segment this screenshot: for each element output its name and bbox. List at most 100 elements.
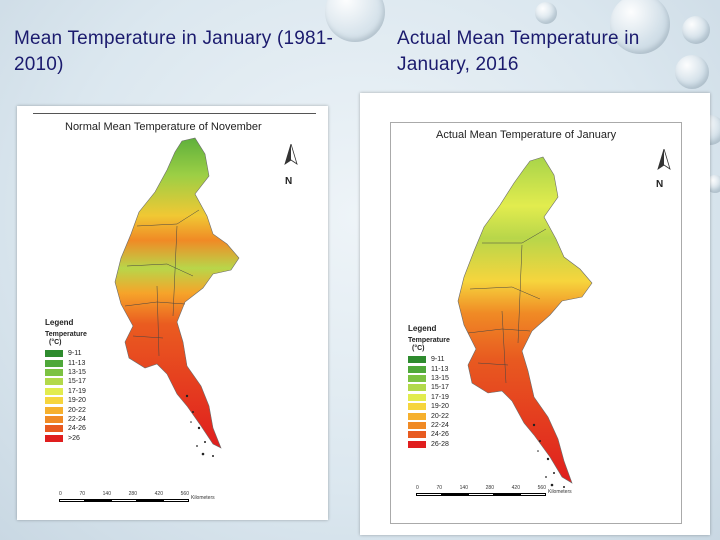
legend-unit: (°C)	[412, 345, 425, 352]
legend-label: 24-26	[431, 431, 449, 439]
legend-swatch	[408, 431, 426, 439]
scale-labels: 0 70 140 280 420 560	[59, 491, 189, 497]
legend-item: 13-15	[45, 368, 87, 377]
legend-swatch	[45, 350, 63, 358]
legend-swatch	[45, 359, 63, 367]
map-legend: Legend Temperature (°C) 9-11 11-13 13-15 15…	[45, 318, 87, 443]
legend-item: 9-11	[408, 355, 450, 364]
decorative-bubble	[535, 2, 557, 24]
decorative-bubble	[675, 55, 709, 89]
legend-swatch	[45, 415, 63, 423]
scale-bar: 0 70 140 280 420 560 Kilometers	[59, 490, 215, 502]
legend-item: 19-20	[45, 396, 87, 405]
left-map-panel: Normal Mean Temperature of November N	[17, 106, 328, 520]
legend-unit: (°C)	[49, 339, 62, 346]
legend-label: 24-26	[68, 425, 86, 433]
legend-label: 20-22	[68, 406, 86, 414]
coastal-islands	[185, 394, 214, 457]
north-arrow-icon	[284, 144, 298, 165]
scale-unit: Kilometers	[191, 495, 215, 501]
legend-swatch	[408, 412, 426, 420]
scale-label: 420	[154, 491, 163, 497]
legend-item: 19-20	[408, 402, 450, 411]
left-slide-title: Mean Temperature in January (1981-2010)	[14, 28, 334, 75]
district-borders	[467, 228, 547, 384]
scale-label: 140	[102, 491, 111, 497]
scale-unit: Kilometers	[548, 489, 572, 495]
scale-label: 420	[511, 485, 520, 491]
legend-item: 20-22	[408, 411, 450, 420]
legend-swatch	[408, 421, 426, 429]
legend-swatch	[408, 440, 426, 448]
scale-label: 560	[180, 491, 189, 497]
legend-swatch	[45, 378, 63, 386]
legend-swatch	[408, 403, 426, 411]
legend-label: 22-24	[68, 415, 86, 423]
scale-label: 280	[485, 485, 494, 491]
legend-item: 15-17	[45, 377, 87, 386]
legend-label: >26	[68, 434, 80, 442]
legend-label: 11-13	[431, 365, 449, 373]
legend-swatch	[408, 393, 426, 401]
legend-label: 13-15	[431, 374, 449, 382]
legend-label: 15-17	[431, 384, 449, 392]
legend-label: 15-17	[68, 378, 86, 386]
decorative-bubble	[610, 0, 670, 54]
legend-item: 22-24	[45, 415, 87, 424]
legend-label: 17-19	[431, 393, 449, 401]
legend-label: 19-20	[431, 403, 449, 411]
legend-swatch	[408, 356, 426, 364]
legend-item: 24-26	[45, 424, 87, 433]
legend-subtitle: Temperature	[45, 331, 87, 338]
map-title: Actual Mean Temperature of January	[436, 129, 617, 141]
legend-item: 17-19	[408, 393, 450, 402]
legend-label: 22-24	[431, 421, 449, 429]
legend-label: 11-13	[68, 359, 86, 367]
legend-subtitle: Temperature	[408, 337, 450, 344]
myanmar-temperature-map	[457, 156, 593, 488]
map-legend: Legend Temperature (°C) 9-11 11-13 13-15 15…	[408, 324, 450, 449]
right-slide-title: Actual Mean Temperature in January, 2016	[397, 28, 640, 75]
legend-swatch	[45, 387, 63, 395]
legend-items: 9-11 11-13 13-15 15-17 17-19 19-20 20-22 22-24 2…	[408, 355, 450, 449]
legend-swatch	[45, 397, 63, 405]
north-label: N	[656, 179, 664, 190]
legend-items: 9-11 11-13 13-15 15-17 17-19 19-20 20-22 22-24 2…	[45, 349, 87, 443]
legend-item: >26	[45, 434, 87, 443]
legend-item: 22-24	[408, 421, 450, 430]
scale-label: 0	[416, 485, 419, 491]
map-title: Normal Mean Temperature of November	[65, 121, 262, 133]
legend-swatch	[45, 434, 63, 442]
legend-item: 24-26	[408, 430, 450, 439]
legend-title: Legend	[408, 324, 437, 333]
district-borders	[124, 209, 200, 357]
legend-item: 9-11	[45, 349, 87, 358]
legend-label: 19-20	[68, 397, 86, 405]
legend-label: 17-19	[68, 387, 86, 395]
north-arrow-icon	[657, 149, 671, 170]
legend-swatch	[45, 406, 63, 414]
scale-label: 560	[537, 485, 546, 491]
legend-swatch	[45, 368, 63, 376]
legend-swatch	[408, 374, 426, 382]
scale-bar: 0 70 140 280 420 560 Kilometers	[416, 484, 572, 496]
scale-label: 70	[79, 491, 85, 497]
scale-label: 0	[59, 491, 62, 497]
legend-item: 11-13	[408, 364, 450, 373]
legend-item: 11-13	[45, 358, 87, 367]
myanmar-territory	[457, 156, 593, 484]
legend-label: 13-15	[68, 368, 86, 376]
legend-item: 17-19	[45, 387, 87, 396]
legend-label: 20-22	[431, 412, 449, 420]
legend-swatch	[45, 425, 63, 433]
legend-label: 26-28	[431, 440, 449, 448]
north-label: N	[285, 176, 293, 187]
legend-label: 9-11	[431, 356, 445, 364]
decorative-bubble	[682, 16, 710, 44]
legend-title: Legend	[45, 318, 74, 327]
myanmar-temperature-map	[114, 137, 240, 457]
scale-label: 280	[128, 491, 137, 497]
legend-swatch	[408, 365, 426, 373]
legend-item: 15-17	[408, 383, 450, 392]
legend-swatch	[408, 384, 426, 392]
